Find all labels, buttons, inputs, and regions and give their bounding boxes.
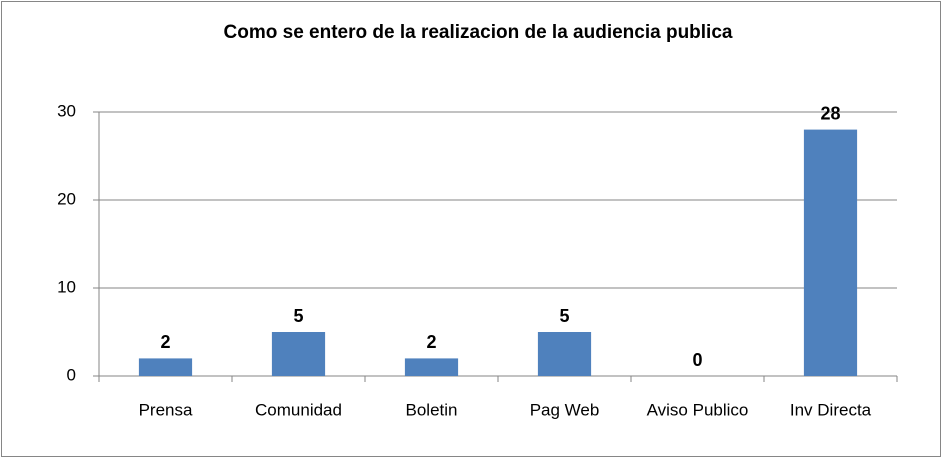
x-tick-label: Boletin	[406, 400, 458, 419]
x-tick-label: Prensa	[139, 400, 193, 419]
value-label: 28	[820, 103, 840, 123]
x-tick-label: Aviso Publico	[647, 400, 749, 419]
value-label: 0	[692, 350, 702, 370]
value-label: 5	[559, 306, 569, 326]
x-tick-label: Pag Web	[530, 400, 600, 419]
bar	[803, 129, 858, 376]
bar	[138, 358, 193, 376]
y-tick-label: 0	[67, 365, 76, 384]
x-tick-label: Comunidad	[255, 400, 342, 419]
value-label: 5	[293, 306, 303, 326]
x-tick-label: Inv Directa	[790, 400, 872, 419]
y-tick-label: 30	[57, 101, 76, 120]
bar	[271, 332, 326, 376]
value-label: 2	[160, 332, 170, 352]
chart-title: Como se entero de la realizacion de la a…	[224, 22, 733, 43]
y-tick-label: 10	[57, 277, 76, 296]
y-tick-label: 20	[57, 189, 76, 208]
bar	[404, 358, 459, 376]
bar	[537, 332, 592, 376]
value-label: 2	[426, 332, 436, 352]
